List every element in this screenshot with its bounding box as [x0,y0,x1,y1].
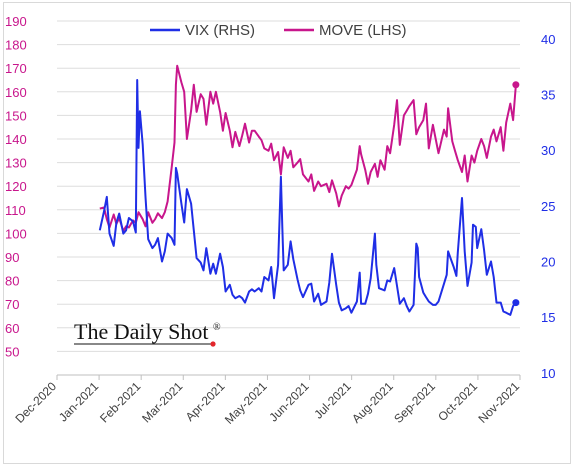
left-axis-ticks: 50 60 70 80 90 100 110 120 130 140 150 160 170 180 190 [5,14,27,359]
left-axis-tick-label: 110 [5,203,26,218]
x-axis-tick-label: Aug-2021 [349,379,396,426]
left-axis-tick-label: 80 [5,274,19,289]
x-axis-tick-label: Feb-2021 [97,379,143,425]
x-axis-tick-label: Jul-2021 [311,379,354,422]
x-axis-tick-label: Nov-2021 [475,379,522,426]
series-lines [98,64,520,316]
x-axis-tick-label: Mar-2021 [139,379,185,425]
logo-registered-mark: ® [213,322,221,333]
left-axis-tick-label: 150 [5,108,27,123]
legend: VIX (RHS) MOVE (LHS) [150,22,407,39]
left-axis-tick-label: 90 [5,250,19,265]
left-axis-tick-label: 170 [5,61,27,76]
x-axis-tick-label: Dec-2020 [12,379,59,426]
x-axis-tick-label: Sep-2021 [391,379,438,426]
x-axis-tick-label: Jan-2021 [56,379,102,425]
right-axis-tick-label: 15 [541,310,555,325]
logo-dot [210,341,216,347]
logo-text: The Daily Shot [74,319,208,344]
left-axis-tick-label: 70 [5,297,19,312]
right-axis-tick-label: 40 [541,32,555,47]
daily-shot-logo: The Daily Shot ® [74,319,221,347]
x-axis: Dec-2020Jan-2021Feb-2021Mar-2021Apr-2021… [12,374,522,427]
right-axis-ticks: 10 15 20 25 30 35 40 [541,32,555,381]
x-axis-tick-label: Oct-2021 [435,379,480,424]
left-axis-tick-label: 190 [5,14,27,29]
right-axis-tick-label: 30 [541,143,555,158]
vix-series-last-point [512,299,520,307]
legend-label-vix: VIX (RHS) [185,22,255,39]
gridlines [57,20,520,352]
vix-series-line [98,79,517,316]
left-axis-tick-label: 60 [5,321,19,336]
move-series-line [99,64,517,232]
left-axis-tick-label: 140 [5,132,27,147]
x-axis-tick-label: Jun-2021 [266,379,312,425]
left-axis-tick-label: 130 [5,156,27,171]
left-axis-tick-label: 100 [5,226,27,241]
left-axis-tick-label: 160 [5,85,27,100]
right-axis-tick-label: 10 [541,366,555,381]
right-axis-tick-label: 35 [541,87,555,102]
x-axis-tick-label: May-2021 [222,379,270,427]
move-series-last-point [512,81,520,89]
right-axis-tick-label: 25 [541,199,555,214]
left-axis-tick-label: 120 [5,179,27,194]
left-axis-tick-label: 50 [5,344,19,359]
left-axis-tick-label: 180 [5,38,27,53]
legend-label-move: MOVE (LHS) [319,22,407,39]
right-axis-tick-label: 20 [541,254,555,269]
